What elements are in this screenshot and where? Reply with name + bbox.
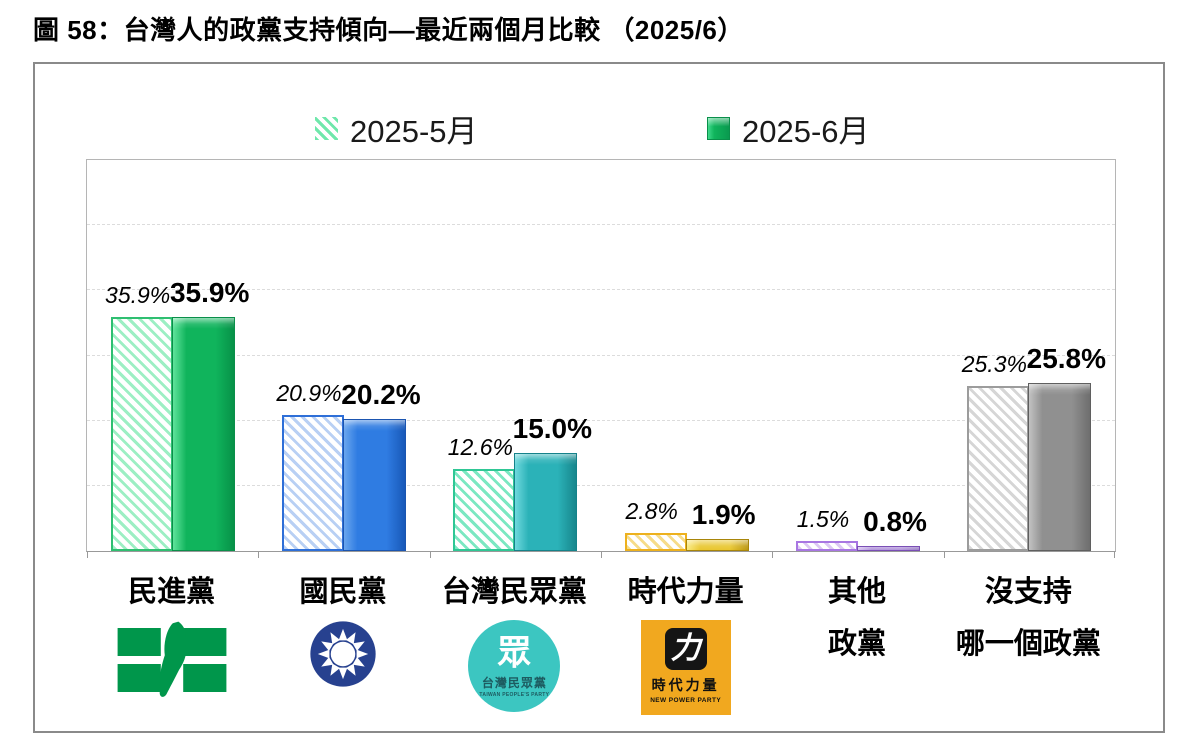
legend-label-may: 2025-5月 xyxy=(350,114,478,149)
npp-logo-emblem: 力 xyxy=(664,628,707,670)
tpp-logo-name-zh: 台灣民眾黨 xyxy=(481,675,547,690)
npp-logo-name-zh: 時代力量 xyxy=(651,677,720,693)
dpp-value-june: 35.9% xyxy=(169,277,250,309)
other-value-june: 0.8% xyxy=(863,505,927,537)
gridline-20 xyxy=(87,419,1115,421)
kmt-bar-may xyxy=(282,414,344,551)
dpp-party-flag-logo-icon xyxy=(116,620,228,705)
npp-party-logo-icon: 力 時代力量 NEW POWER PARTY xyxy=(640,620,731,715)
other-category-label: 其他 政黨 xyxy=(827,576,887,660)
kmt-value-may: 20.9% xyxy=(276,379,342,406)
gridline-30 xyxy=(87,354,1115,356)
x-axis-tick xyxy=(87,551,88,558)
npp-bar-june xyxy=(685,538,749,551)
gridline-10 xyxy=(87,484,1115,486)
hatched-swatch-icon xyxy=(315,117,338,140)
x-axis-tick xyxy=(429,551,431,558)
other-value-may: 1.5% xyxy=(796,506,850,533)
kmt-value-june: 20.2% xyxy=(341,379,421,411)
npp-bar-may xyxy=(624,532,687,551)
npp-value-may: 2.8% xyxy=(625,497,678,524)
plot-area: 35.9% 35.9% 20.9% 20.2% 12.6% 15.0% 2.8% 1.9% 1.… xyxy=(86,159,1116,558)
dpp-value-may: 35.9% xyxy=(105,282,171,309)
x-axis-tick xyxy=(772,551,774,558)
legend-item-may: 2025-5月 xyxy=(315,106,478,151)
kmt-bar-june xyxy=(343,419,406,551)
tpp-logo-glyph: 眾 xyxy=(497,633,532,672)
other-bar-june xyxy=(857,545,920,551)
npp-category-label: 時代力量 xyxy=(627,576,744,608)
none-category-label: 沒支持 哪一個政黨 xyxy=(955,576,1101,660)
x-axis-labels: 民進黨 國民黨 台灣民眾黨眾 台灣民眾黨 TAIWAN PEOPLE'S PAR… xyxy=(86,562,1116,732)
x-axis-tick xyxy=(943,551,945,558)
npp-value-june: 1.9% xyxy=(691,498,756,530)
none-value-june: 25.8% xyxy=(1026,342,1107,374)
none-value-may: 25.3% xyxy=(961,351,1027,378)
tpp-bar-may xyxy=(453,468,516,551)
x-axis-tick xyxy=(601,551,602,558)
dpp-category-label: 民進黨 xyxy=(128,576,216,608)
x-axis-tick xyxy=(258,551,260,558)
legend-label-june: 2025-6月 xyxy=(742,114,870,149)
none-bar-june xyxy=(1028,382,1092,551)
x-axis-tick xyxy=(1114,551,1115,558)
kmt-category-label: 國民黨 xyxy=(299,576,387,608)
tpp-value-may: 12.6% xyxy=(447,433,513,460)
figure-title: 圖 58：台灣人的政黨支持傾向—最近兩個月比較 （2025/6） xyxy=(33,15,744,45)
other-bar-may xyxy=(796,541,858,551)
dpp-bar-june xyxy=(171,317,235,551)
gridline-40 xyxy=(87,289,1115,291)
npp-logo-glyph: 力 xyxy=(670,632,701,665)
none-bar-may xyxy=(967,386,1030,551)
tpp-logo-name-en: TAIWAN PEOPLE'S PARTY xyxy=(479,691,550,698)
chart-outer-box: 2025-5月 2025-6月 35.9% 35.9% 20.9% 20.2% 12.6… xyxy=(33,62,1165,733)
tpp-category-label: 台灣民眾黨 xyxy=(441,576,587,608)
npp-logo-name-en: NEW POWER PARTY xyxy=(650,697,722,704)
dpp-bar-may xyxy=(110,317,173,551)
tpp-value-june: 15.0% xyxy=(512,413,593,445)
solid-swatch-icon xyxy=(707,117,730,140)
tpp-party-logo-icon: 眾 台灣民眾黨 TAIWAN PEOPLE'S PARTY xyxy=(468,620,561,712)
tpp-bar-june xyxy=(514,453,578,551)
legend-item-june: 2025-6月 xyxy=(707,106,870,151)
gridline-50 xyxy=(87,224,1115,226)
kmt-party-emblem-logo-icon xyxy=(309,620,377,693)
